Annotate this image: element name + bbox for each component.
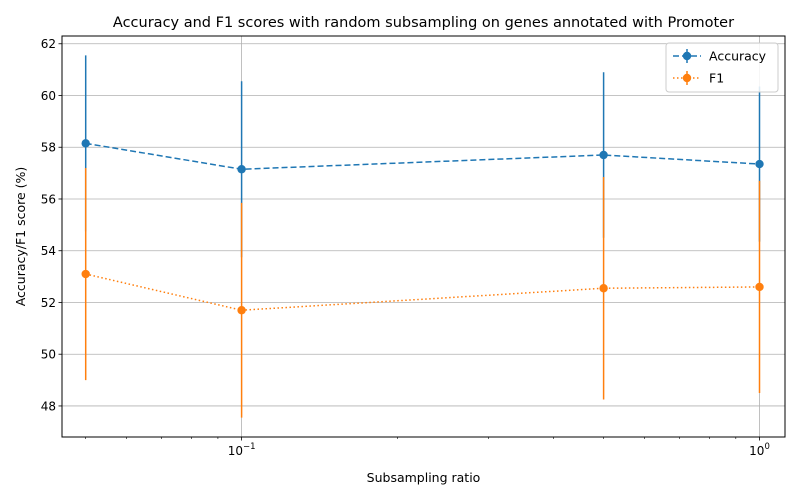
plot-frame: [61, 35, 786, 438]
legend-marker: [682, 73, 692, 83]
chart-title: Accuracy and F1 scores with random subsa…: [113, 15, 734, 31]
y-tick-label: 58: [41, 141, 56, 155]
data-point: [755, 282, 764, 292]
series-f1: [81, 167, 764, 418]
series-line: [85, 273, 760, 311]
data-point: [755, 159, 764, 169]
y-axis-label: Accuracy/F1 score (%): [13, 167, 28, 307]
y-tick-label: 52: [41, 296, 56, 310]
plot-series: [81, 55, 764, 418]
y-tick-label: 48: [41, 399, 56, 413]
data-point: [599, 150, 608, 160]
data-point: [237, 165, 246, 174]
data-point: [81, 269, 90, 279]
legend: Accuracy F1: [665, 42, 779, 93]
legend-label: F1: [709, 71, 724, 86]
y-tick-label: 60: [41, 89, 56, 103]
x-axis-label: Subsampling ratio: [367, 470, 481, 485]
data-point: [237, 306, 246, 315]
x-tick-label: 100: [749, 442, 770, 458]
series-line: [85, 142, 760, 170]
x-tick-label: 10−1: [228, 442, 256, 458]
axis-ticks: 48 50 52 54 56 58 60 62 10−1 100: [41, 37, 770, 458]
legend-label: Accuracy: [709, 49, 767, 64]
legend-marker: [682, 51, 692, 61]
data-point: [81, 139, 90, 148]
data-point: [599, 284, 608, 293]
y-tick-label: 56: [41, 192, 56, 206]
y-tick-label: 50: [41, 348, 56, 362]
y-tick-label: 54: [41, 244, 56, 258]
y-tick-label: 62: [41, 37, 56, 51]
